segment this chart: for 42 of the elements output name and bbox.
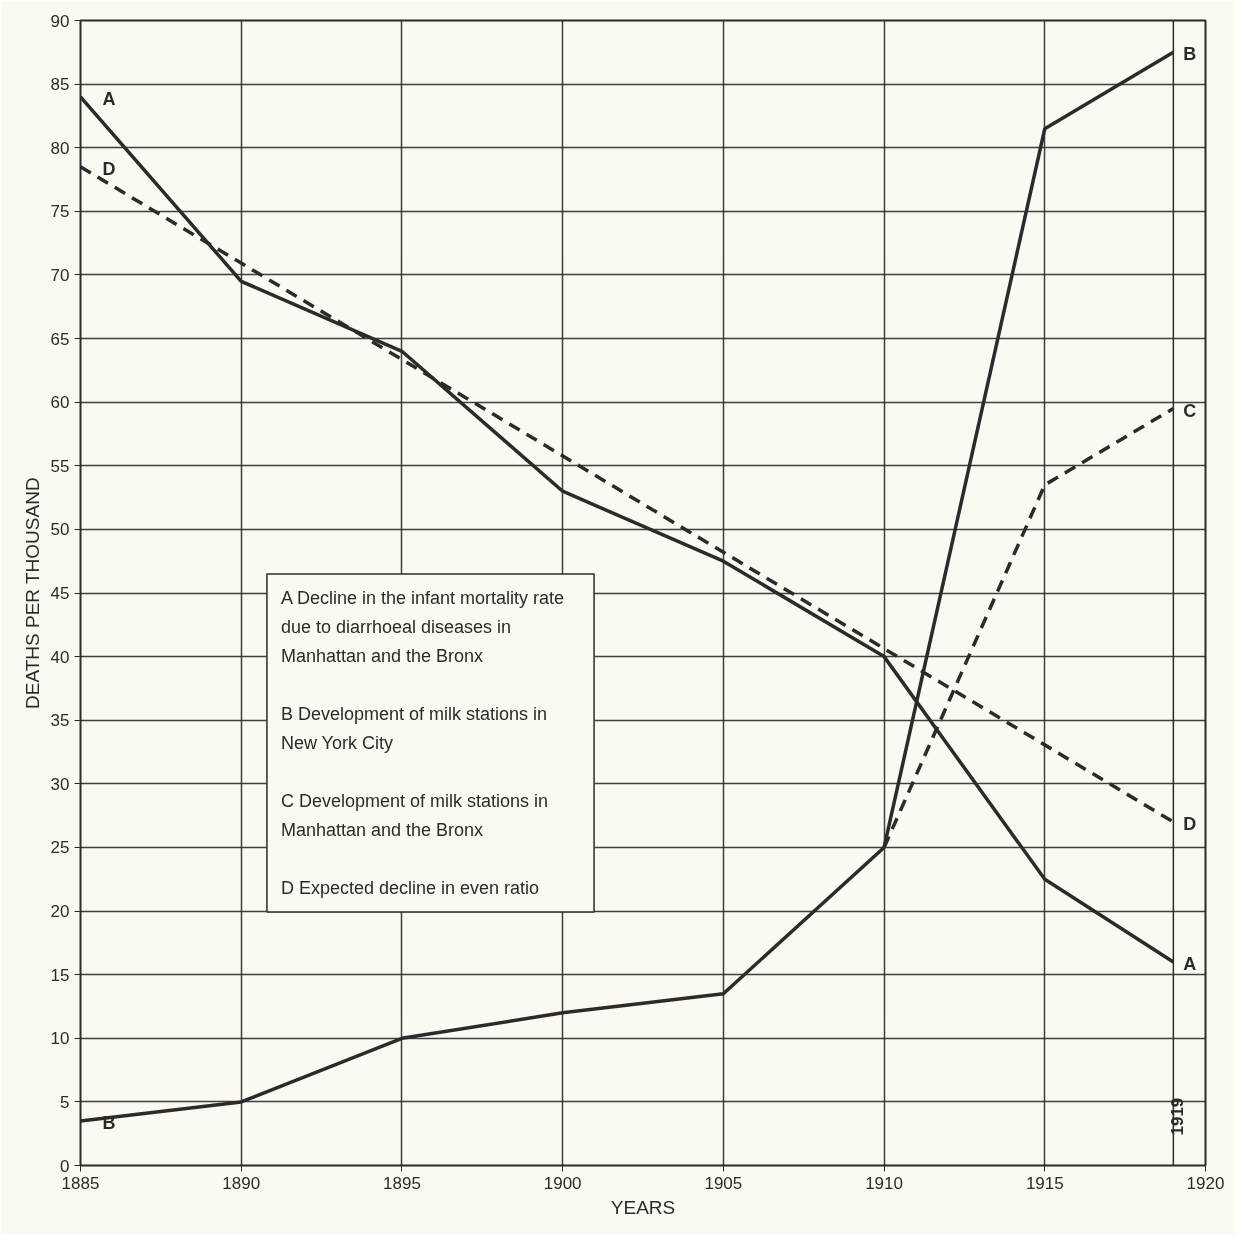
text: A Decline in the infant mortality rate: [280, 587, 565, 608]
x-tick-label: 1920: [1186, 1173, 1225, 1193]
y-tick-label: 15: [50, 965, 70, 985]
x-tick-label: 1915: [1025, 1173, 1064, 1193]
text: New York City: [280, 732, 393, 753]
y-tick-label: 50: [50, 520, 70, 540]
y-tick-label: 75: [50, 202, 70, 222]
y-tick-label: 10: [50, 1029, 70, 1049]
series-label: C: [1183, 400, 1197, 421]
series-label: D: [102, 158, 116, 179]
y-tick-label: 5: [60, 1092, 70, 1112]
y-tick-label: 85: [50, 75, 70, 95]
y-tick-label: 30: [50, 774, 70, 794]
series-label: A: [102, 88, 116, 109]
y-tick-label: 80: [50, 138, 70, 158]
y-tick-label: 20: [50, 902, 70, 922]
x-axis-title: YEARS: [610, 1196, 676, 1218]
y-tick-label: 65: [50, 329, 70, 349]
x-tick-label: 1885: [61, 1173, 100, 1193]
text: due to diarrhoeal diseases in Manhattan and the Bronx: [280, 616, 512, 666]
text: Manhattan and the Bronx: [280, 819, 484, 840]
y-tick-label: 90: [50, 11, 70, 31]
text: D: [1183, 814, 1197, 834]
y-tick-label: 40: [50, 647, 70, 667]
x-tick-label: 1905: [704, 1173, 743, 1193]
y-tick-label: 0: [60, 1156, 70, 1176]
y-tick-label: 55: [50, 456, 70, 476]
text: C Development of milk stations in: [280, 790, 549, 811]
text: A: [1183, 953, 1197, 974]
y-axis-title: DEATHS PER THOUSAND: [21, 477, 43, 709]
x-tick-label: 1910: [865, 1173, 903, 1193]
text: B Development of milk stations in: [280, 703, 548, 724]
x-tick-label: 1890: [222, 1173, 261, 1193]
y-tick-label: 45: [50, 584, 70, 603]
y-tick-label: 25: [50, 838, 70, 858]
text: D Expected decline in even ratio: [280, 877, 540, 898]
x-tick-label: 1900: [543, 1173, 582, 1193]
y-tick-label: 60: [50, 393, 70, 413]
text: B: [1183, 44, 1197, 65]
y-tick-label: 70: [50, 265, 70, 285]
y-tick-label: 35: [50, 711, 70, 731]
x-tick-label: 1895: [383, 1173, 421, 1193]
